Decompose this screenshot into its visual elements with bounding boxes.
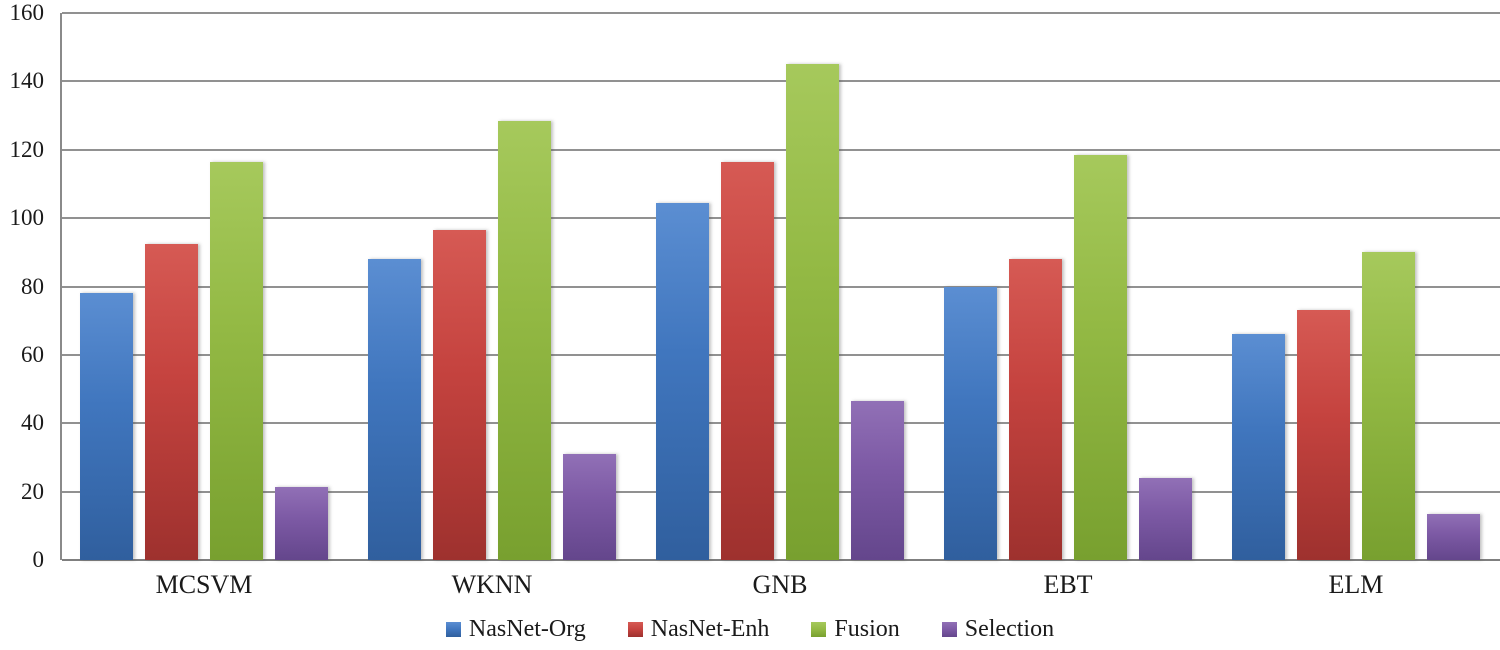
bar-fusion-wknn [498, 120, 551, 560]
legend-item-fusion: Fusion [811, 616, 900, 643]
gridline [62, 422, 1500, 425]
bar-nasnet-org-mcsvm [80, 293, 133, 560]
gridline [62, 353, 1500, 356]
y-tick-label: 100 [9, 205, 45, 231]
legend-swatch-icon [445, 622, 461, 637]
gridline [62, 285, 1500, 288]
legend-label: Selection [964, 616, 1055, 642]
legend-label: NasNet-Enh [650, 616, 770, 642]
y-tick-label: 0 [32, 547, 45, 572]
x-category-label-wknn: WKNN [451, 570, 533, 599]
bar-nasnet-enh-ebt [1009, 259, 1062, 560]
bar-fusion-ebt [1074, 154, 1127, 560]
bar-nasnet-org-elm [1232, 334, 1285, 560]
legend-label: Fusion [834, 616, 900, 642]
bar-fusion-mcsvm [210, 161, 263, 560]
legend: NasNet-Org NasNet-Enh Fusion Selection [0, 616, 1500, 643]
legend-swatch-icon [941, 622, 957, 637]
bar-nasnet-org-ebt [944, 286, 997, 560]
plot-area [60, 12, 1500, 561]
y-tick-label: 140 [9, 68, 45, 94]
bar-fusion-gnb [786, 64, 839, 560]
bar-nasnet-org-gnb [656, 202, 709, 560]
gridline [62, 148, 1500, 151]
x-category-label-mcsvm: MCSVM [155, 570, 253, 599]
y-tick-label: 160 [9, 0, 45, 25]
gridline [62, 12, 1500, 14]
bar-nasnet-enh-gnb [721, 161, 774, 560]
y-tick-label: 60 [21, 341, 44, 367]
bar-fusion-elm [1362, 252, 1415, 560]
x-axis-line [62, 559, 1500, 561]
x-category-label-ebt: EBT [1043, 570, 1093, 599]
bar-selection-wknn [563, 454, 616, 560]
y-tick-label: 80 [21, 273, 44, 299]
y-tick-label: 40 [21, 410, 44, 436]
x-category-label-elm: ELM [1328, 570, 1384, 599]
legend-item-nasnet-org: NasNet-Org [445, 616, 586, 643]
y-tick-label: 20 [21, 478, 44, 504]
legend-swatch-icon [811, 622, 827, 637]
gridline [62, 217, 1500, 220]
legend-label: NasNet-Org [468, 616, 586, 642]
x-category-label-gnb: GNB [752, 570, 808, 599]
bar-nasnet-org-wknn [368, 259, 421, 560]
y-tick-label: 120 [9, 136, 45, 162]
bar-nasnet-enh-wknn [433, 230, 486, 560]
legend-swatch-icon [627, 622, 643, 637]
bar-selection-gnb [851, 401, 904, 560]
bar-selection-mcsvm [275, 486, 328, 560]
legend-item-nasnet-enh: NasNet-Enh [627, 616, 770, 643]
bar-nasnet-enh-elm [1297, 310, 1350, 560]
gridline [62, 80, 1500, 83]
bar-selection-elm [1427, 513, 1480, 560]
bar-selection-ebt [1139, 477, 1192, 560]
gridline [62, 490, 1500, 493]
bar-nasnet-enh-mcsvm [145, 243, 198, 560]
legend-item-selection: Selection [941, 616, 1055, 643]
